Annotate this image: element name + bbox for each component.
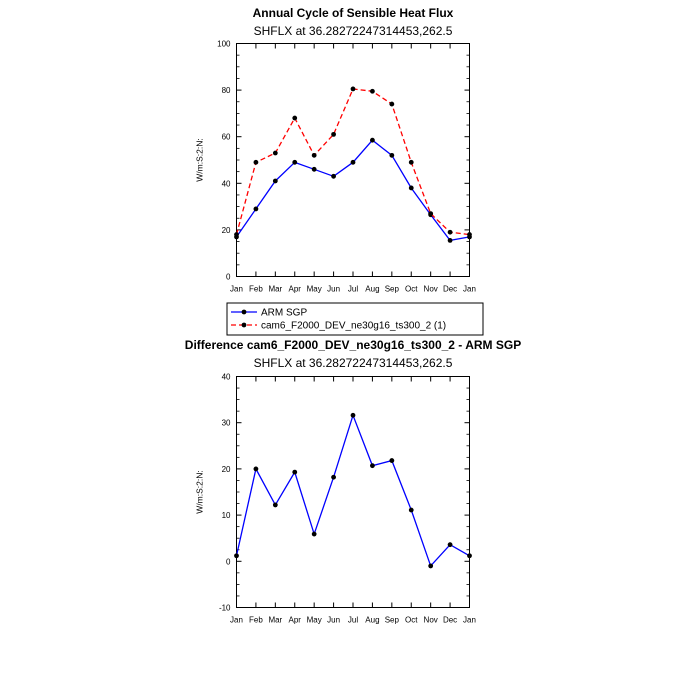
x-tick-label: Jan [463, 616, 476, 625]
data-point [408, 507, 414, 513]
x-tick-label: Dec [443, 285, 457, 294]
data-point [370, 137, 375, 143]
data-point [311, 166, 317, 172]
x-tick-label: Jun [327, 285, 340, 294]
data-point [292, 159, 298, 165]
x-tick-label: Mar [268, 285, 282, 294]
data-point [447, 229, 453, 235]
x-tick-label: Apr [289, 616, 302, 625]
data-point [350, 412, 356, 418]
data-point [272, 502, 278, 508]
data-point [253, 159, 259, 165]
y-tick-label: 80 [222, 86, 231, 95]
y-tick-label: 60 [222, 133, 231, 142]
x-tick-label: Sep [385, 616, 400, 625]
chart-subtitle: SHFLX at 36.28272247314453,262.5 [254, 356, 453, 370]
data-point [350, 86, 356, 92]
y-tick-label: 100 [217, 40, 231, 49]
x-tick-label: Jul [348, 616, 358, 625]
data-point [253, 466, 259, 472]
series-1 [234, 412, 472, 569]
data-point [389, 458, 395, 463]
x-tick-label: Feb [249, 616, 263, 625]
series-2 [234, 86, 472, 237]
legend-swatch-marker [241, 322, 247, 328]
x-tick-label: Jan [463, 285, 476, 294]
data-point [408, 185, 414, 191]
data-point [350, 159, 356, 165]
x-tick-label: Oct [405, 616, 418, 625]
y-tick-label: 10 [222, 511, 231, 520]
y-tick-label: 30 [222, 419, 231, 428]
legend-entry-label: cam6_F2000_DEV_ne30g16_ts300_2 (1) [261, 321, 446, 332]
data-point [253, 206, 259, 212]
y-tick-label: 0 [226, 557, 231, 566]
legend-box [226, 302, 484, 336]
data-point [272, 178, 278, 184]
y-tick-label: 20 [222, 465, 231, 474]
data-point [292, 469, 298, 475]
legend-swatch-marker [241, 309, 247, 315]
x-tick-label: Sep [385, 285, 400, 294]
data-point [467, 553, 472, 559]
x-tick-label: Oct [405, 285, 418, 294]
data-point [331, 173, 336, 179]
x-tick-label: Feb [249, 285, 263, 294]
x-tick-label: Nov [424, 616, 438, 625]
data-point [447, 237, 453, 243]
chart-title: Annual Cycle of Sensible Heat Flux [253, 6, 454, 20]
data-point [331, 131, 336, 137]
data-point [447, 542, 453, 548]
y-axis-label: W/m:S:2:N: [195, 470, 205, 513]
y-axis-label: W/m:S:2:N: [195, 138, 205, 181]
data-point [311, 152, 317, 158]
x-tick-label: Jan [230, 285, 243, 294]
y-tick-label: 40 [222, 373, 231, 382]
plot-frame [236, 376, 470, 608]
y-tick-label: 40 [222, 179, 231, 188]
x-tick-label: May [307, 285, 322, 294]
legend-entry-label: ARM SGP [261, 308, 307, 319]
data-point [389, 152, 395, 158]
data-point [467, 232, 472, 237]
x-tick-label: May [307, 616, 322, 625]
x-tick-label: Aug [365, 285, 379, 294]
x-tick-label: Mar [268, 616, 282, 625]
data-point [408, 159, 414, 165]
x-tick-label: Jul [348, 285, 358, 294]
data-point [331, 474, 336, 480]
chart-1: Annual Cycle of Sensible Heat Flux SHFLX … [195, 6, 484, 336]
legend: ARM SGP cam6_F2000_DEV_ne30g16_ts300_2 (1… [226, 302, 484, 336]
data-point [234, 232, 239, 237]
x-tick-label: Jun [327, 616, 340, 625]
x-tick-label: Aug [365, 616, 379, 625]
chart-subtitle: SHFLX at 36.28272247314453,262.5 [254, 24, 453, 38]
x-tick-label: Nov [424, 285, 438, 294]
data-point [428, 563, 434, 569]
y-tick-label: -10 [219, 604, 231, 613]
data-point [428, 211, 434, 216]
data-point [272, 150, 278, 156]
x-tick-label: Dec [443, 616, 457, 625]
x-tick-label: Jan [230, 616, 243, 625]
data-point [370, 463, 375, 469]
data-point [234, 553, 239, 559]
series-line [235, 413, 470, 568]
x-tick-label: Apr [289, 285, 302, 294]
data-point [389, 101, 395, 107]
chart-title: Difference cam6_F2000_DEV_ne30g16_ts300_… [185, 338, 521, 352]
data-point [311, 531, 317, 537]
y-tick-label: 0 [226, 273, 231, 282]
y-tick-label: 20 [222, 226, 231, 235]
chart-2: Difference cam6_F2000_DEV_ne30g16_ts300_… [185, 338, 521, 625]
data-point [370, 88, 375, 94]
data-point [292, 115, 298, 121]
series-1 [234, 137, 472, 243]
